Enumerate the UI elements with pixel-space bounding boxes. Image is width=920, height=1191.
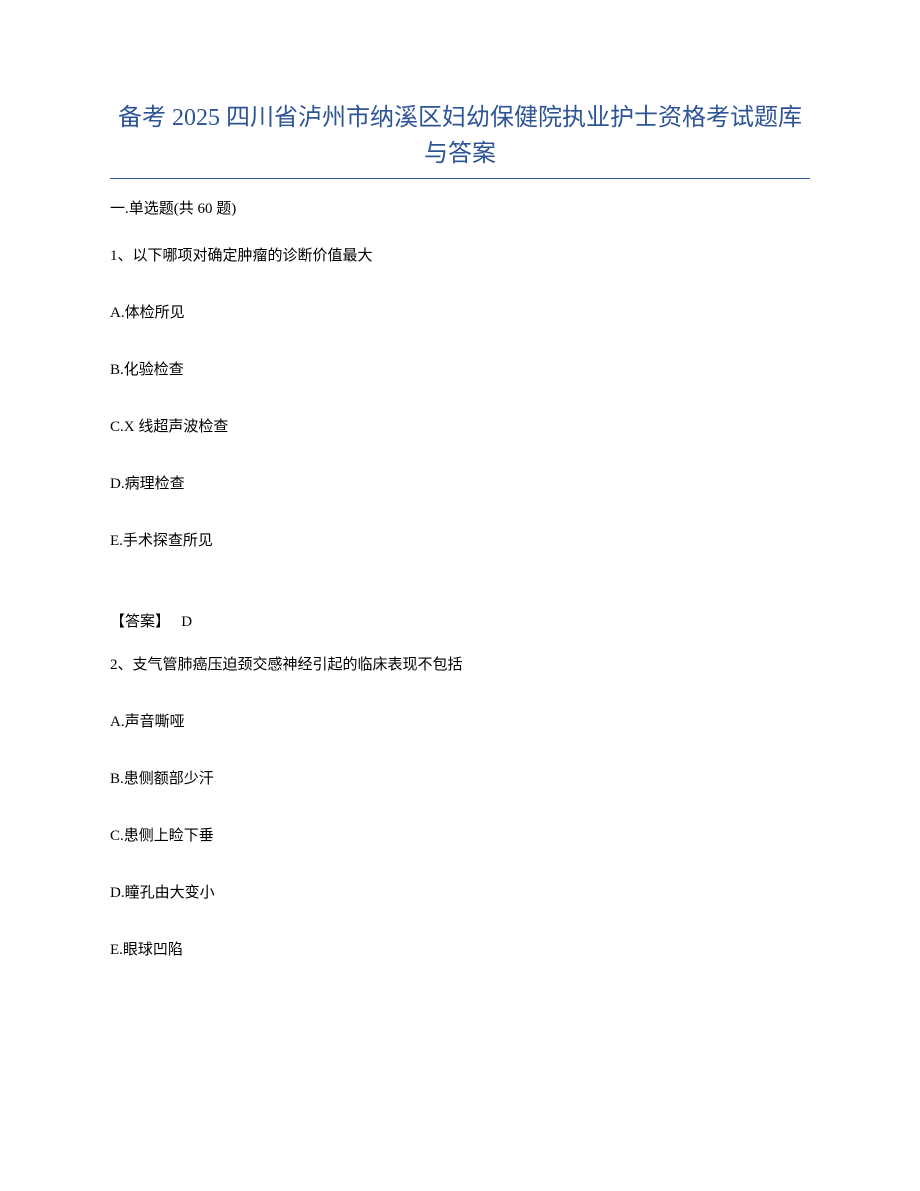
option-c: C.患侧上睑下垂: [110, 824, 810, 845]
answer-label: 【答案】: [110, 614, 170, 630]
option-e: E.手术探查所见: [110, 529, 810, 550]
question-stem: 2、支气管肺癌压迫颈交感神经引起的临床表现不包括: [110, 653, 810, 674]
option-c: C.X 线超声波检查: [110, 415, 810, 436]
option-b: B.患侧额部少汗: [110, 767, 810, 788]
option-a: A.声音嘶哑: [110, 710, 810, 731]
question-stem: 1、以下哪项对确定肿瘤的诊断价值最大: [110, 244, 810, 265]
option-d: D.病理检查: [110, 472, 810, 493]
answer-value: D: [181, 614, 192, 630]
option-a: A.体检所见: [110, 301, 810, 322]
question-1: 1、以下哪项对确定肿瘤的诊断价值最大 A.体检所见 B.化验检查 C.X 线超声…: [110, 244, 810, 631]
page-title: 备考 2025 四川省泸州市纳溪区妇幼保健院执业护士资格考试题库与答案: [110, 100, 810, 179]
section-header: 一.单选题(共 60 题): [110, 197, 810, 218]
answer-block: 【答案】 D: [110, 610, 810, 631]
question-2: 2、支气管肺癌压迫颈交感神经引起的临床表现不包括 A.声音嘶哑 B.患侧额部少汗…: [110, 653, 810, 959]
option-e: E.眼球凹陷: [110, 938, 810, 959]
option-b: B.化验检查: [110, 358, 810, 379]
option-d: D.瞳孔由大变小: [110, 881, 810, 902]
